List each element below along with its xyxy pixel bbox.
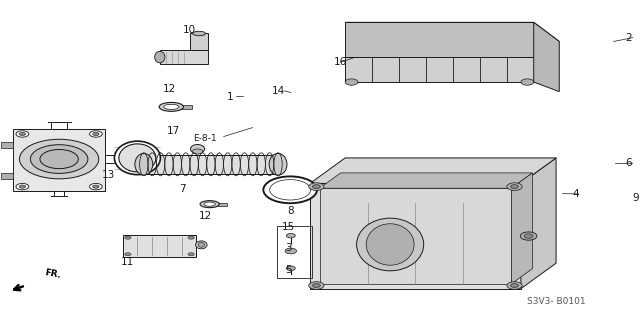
Circle shape [263, 176, 317, 203]
Circle shape [312, 284, 320, 287]
Text: 1: 1 [227, 92, 234, 102]
Circle shape [285, 248, 296, 254]
Circle shape [93, 132, 99, 136]
Circle shape [511, 284, 518, 287]
Circle shape [16, 183, 29, 190]
Text: E-8-1: E-8-1 [193, 134, 216, 143]
Text: 11: 11 [121, 257, 134, 267]
Circle shape [19, 132, 26, 136]
Polygon shape [345, 22, 559, 41]
Circle shape [125, 236, 131, 239]
Polygon shape [534, 22, 559, 92]
Circle shape [19, 185, 26, 188]
Text: 2: 2 [625, 33, 632, 43]
Polygon shape [191, 33, 208, 50]
Text: 9: 9 [633, 193, 639, 203]
Bar [1, 142, 13, 148]
Polygon shape [144, 155, 278, 174]
Polygon shape [160, 50, 208, 64]
Bar [181, 105, 193, 109]
Circle shape [188, 253, 195, 256]
Circle shape [312, 185, 320, 189]
Circle shape [90, 131, 102, 137]
Polygon shape [13, 129, 106, 191]
Circle shape [269, 180, 310, 200]
Ellipse shape [119, 144, 156, 172]
Ellipse shape [196, 241, 207, 249]
Text: 6: 6 [625, 158, 632, 168]
Circle shape [188, 236, 195, 239]
Text: 15: 15 [282, 222, 296, 233]
Text: 7: 7 [179, 184, 186, 194]
Ellipse shape [356, 218, 424, 271]
Circle shape [521, 79, 534, 85]
Ellipse shape [204, 202, 216, 206]
Circle shape [286, 234, 295, 238]
Bar [1, 173, 13, 179]
Bar [218, 203, 227, 206]
Text: 10: 10 [182, 25, 196, 35]
Circle shape [286, 266, 295, 271]
Polygon shape [326, 174, 527, 180]
Text: 12: 12 [163, 84, 176, 94]
Polygon shape [319, 188, 511, 284]
Text: 16: 16 [334, 57, 348, 67]
Ellipse shape [159, 102, 184, 111]
Circle shape [345, 79, 358, 85]
Circle shape [511, 185, 518, 189]
Ellipse shape [200, 201, 220, 208]
Ellipse shape [193, 149, 203, 154]
Ellipse shape [269, 153, 287, 175]
Text: FR.: FR. [44, 268, 61, 280]
Circle shape [507, 183, 522, 190]
Ellipse shape [164, 104, 179, 109]
Circle shape [507, 282, 522, 289]
Circle shape [19, 139, 99, 179]
Circle shape [90, 183, 102, 190]
Ellipse shape [115, 141, 161, 175]
Circle shape [93, 185, 99, 188]
Circle shape [30, 145, 88, 174]
Ellipse shape [193, 31, 205, 36]
Text: 13: 13 [102, 170, 115, 180]
Polygon shape [345, 57, 534, 82]
Ellipse shape [191, 145, 205, 153]
Circle shape [125, 253, 131, 256]
Ellipse shape [366, 224, 414, 265]
Text: 3: 3 [285, 243, 292, 253]
Bar [276, 226, 312, 278]
Ellipse shape [155, 51, 165, 63]
Polygon shape [326, 174, 508, 198]
Polygon shape [123, 235, 196, 257]
Circle shape [520, 232, 537, 240]
Text: 12: 12 [199, 211, 212, 221]
Text: 5: 5 [285, 265, 292, 275]
Text: 8: 8 [287, 206, 294, 217]
Polygon shape [511, 173, 532, 284]
Ellipse shape [135, 153, 153, 175]
Text: 14: 14 [271, 86, 285, 96]
Circle shape [308, 282, 324, 289]
Polygon shape [310, 158, 556, 183]
Text: S3V3- B0101: S3V3- B0101 [527, 297, 586, 306]
Circle shape [524, 234, 533, 238]
Polygon shape [345, 22, 534, 57]
Text: 17: 17 [167, 126, 180, 136]
Polygon shape [508, 174, 527, 204]
Circle shape [40, 150, 78, 169]
Polygon shape [310, 183, 521, 289]
Polygon shape [319, 173, 532, 188]
Ellipse shape [198, 242, 205, 247]
Circle shape [308, 183, 324, 190]
Circle shape [16, 131, 29, 137]
Polygon shape [332, 177, 502, 195]
Text: 4: 4 [572, 189, 579, 199]
Polygon shape [521, 158, 556, 289]
